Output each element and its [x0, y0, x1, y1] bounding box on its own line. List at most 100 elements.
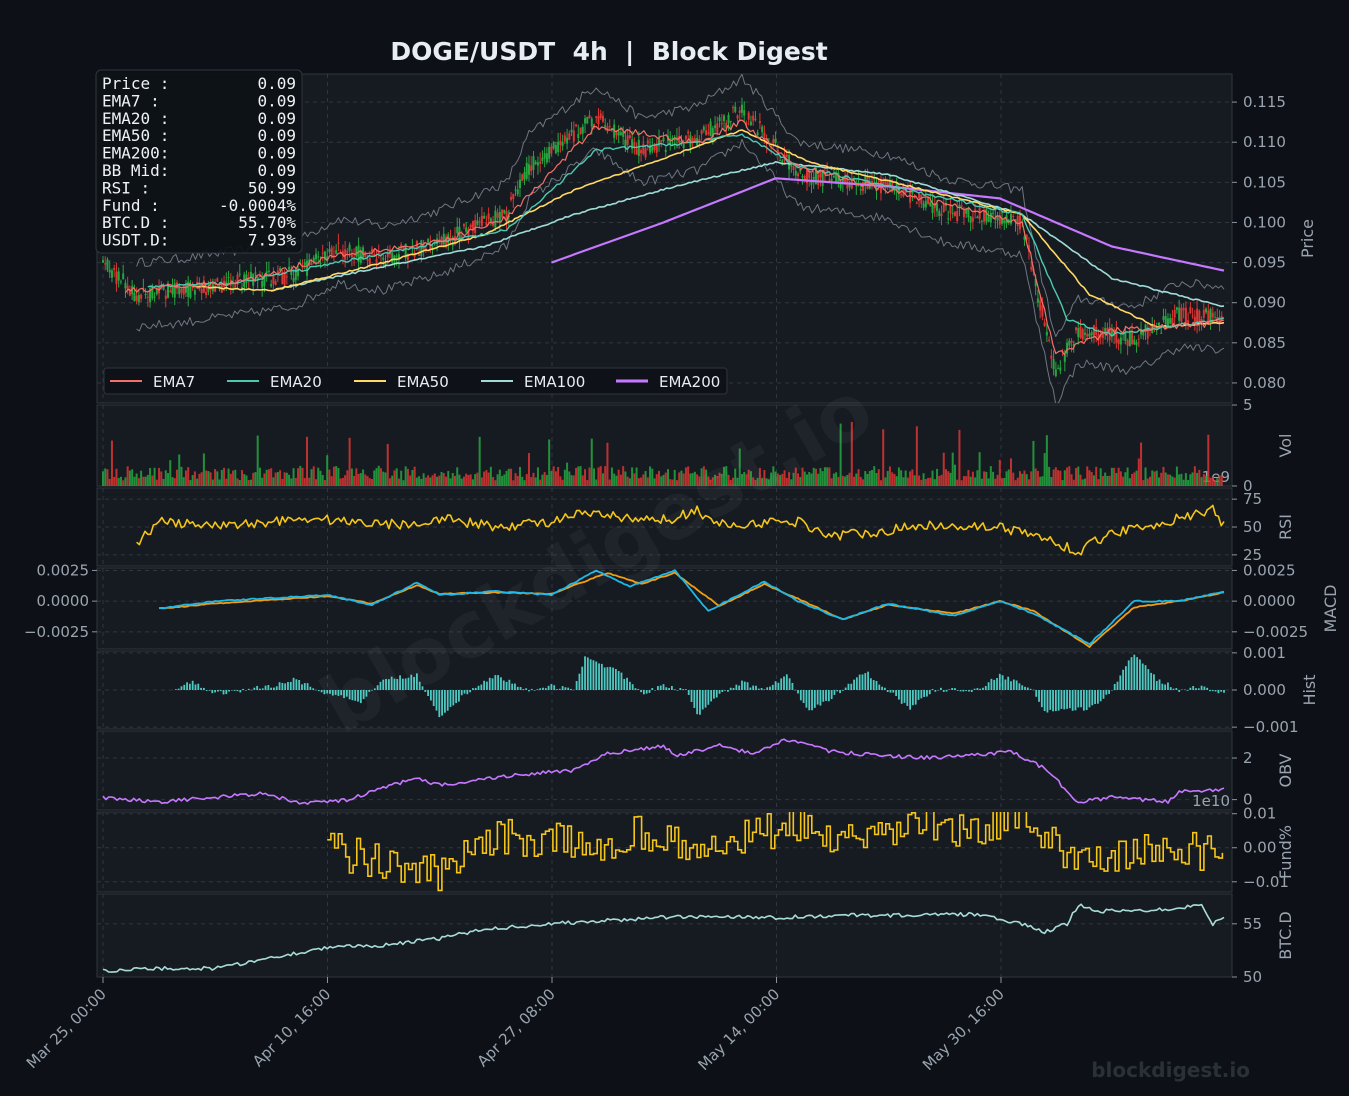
- candle-body: [205, 291, 208, 296]
- volume-bar: [666, 469, 669, 486]
- candle-body: [756, 132, 759, 136]
- hist-bar: [642, 690, 645, 695]
- candle-body: [503, 209, 506, 214]
- volume-bar: [1135, 470, 1138, 486]
- legend-label: EMA50: [397, 373, 449, 391]
- candle-body: [673, 137, 676, 141]
- volume-bar: [554, 471, 557, 486]
- hist-bar: [609, 666, 612, 690]
- volume-bar: [951, 452, 954, 486]
- hist-bar: [1094, 690, 1096, 704]
- hist-bar: [390, 676, 393, 690]
- hist-bar: [1167, 682, 1169, 690]
- candle-body: [1072, 344, 1075, 347]
- volume-bar: [254, 472, 257, 486]
- hist-bar: [275, 686, 278, 690]
- candle-body: [489, 218, 492, 223]
- volume-bar: [285, 472, 288, 486]
- candle-body: [1218, 317, 1221, 325]
- volume-bar: [328, 469, 331, 486]
- candle-body: [263, 276, 266, 287]
- volume-bar: [752, 477, 755, 486]
- candle-body: [227, 277, 230, 279]
- volume-bar: [962, 476, 965, 486]
- candle-body: [1193, 316, 1196, 322]
- hist-bar: [883, 687, 886, 690]
- volume-bar: [1214, 480, 1217, 486]
- ema7-line: [124, 119, 1225, 355]
- hist-bar: [1125, 666, 1127, 690]
- volume-bar: [243, 474, 246, 486]
- footer-brand: blockdigest.io: [1091, 1058, 1250, 1082]
- candle-body: [395, 255, 398, 257]
- volume-bar: [590, 438, 593, 486]
- candle-body: [510, 196, 513, 200]
- candle-body: [752, 115, 755, 121]
- volume-bar: [393, 470, 396, 486]
- volume-ylabel: Vol: [1276, 434, 1295, 458]
- volume-bar: [1066, 467, 1069, 486]
- volume-bar: [489, 466, 492, 486]
- volume-bar: [1079, 474, 1082, 486]
- candle-body: [597, 116, 600, 125]
- volume-bar: [619, 474, 622, 486]
- funding-series: [327, 812, 1224, 892]
- volume-bar: [189, 480, 192, 486]
- volume-bar: [1209, 477, 1212, 486]
- candle-body: [494, 210, 497, 228]
- volume-bar: [106, 469, 109, 486]
- volume-bar: [505, 470, 508, 486]
- volume-bar: [835, 472, 838, 486]
- candle-body: [655, 143, 658, 153]
- hist-bar: [1035, 690, 1038, 697]
- candle-body: [386, 252, 389, 258]
- hist-bar: [819, 690, 822, 706]
- volume-bar: [958, 429, 961, 486]
- volume-bar: [1095, 466, 1098, 486]
- hist-bar: [707, 690, 710, 705]
- candle-body: [559, 140, 562, 145]
- hist-bar: [1209, 690, 1211, 692]
- hist-bar: [1147, 669, 1150, 690]
- candle-body: [884, 178, 887, 189]
- volume-bar: [810, 473, 813, 486]
- hist-bar: [1085, 690, 1088, 711]
- volume-bar: [1169, 474, 1172, 486]
- volume-bar: [976, 470, 979, 486]
- candle-body: [794, 170, 797, 176]
- candle-body: [189, 284, 192, 298]
- btcd-series: [102, 903, 1225, 973]
- hist-bar: [413, 676, 415, 690]
- candle-body: [173, 283, 176, 298]
- candle-body: [637, 139, 640, 156]
- candle-body: [711, 128, 714, 138]
- volume-bar: [1108, 475, 1111, 486]
- volume-bar: [1068, 466, 1071, 486]
- candle-body: [1063, 353, 1066, 362]
- candle-body: [1007, 219, 1010, 222]
- candle-body: [844, 175, 847, 184]
- candle-body: [523, 172, 526, 180]
- candle-body: [951, 213, 954, 215]
- volume-bar: [823, 467, 826, 486]
- candle-body: [335, 250, 338, 254]
- hist-bar: [401, 678, 404, 690]
- hist-bar: [822, 690, 825, 702]
- volume-bar: [310, 469, 313, 486]
- volume-bar: [330, 476, 333, 486]
- candle-body: [848, 182, 851, 188]
- candle-body: [965, 208, 968, 214]
- volume-bar: [727, 474, 730, 486]
- hist-bar: [1130, 657, 1133, 690]
- candle-body: [505, 211, 508, 221]
- candle-body: [1010, 214, 1013, 224]
- panel-macd: 0.0025 0.0000 −0.0025 0.0025 0.0000 −0.0025 MA…: [24, 561, 1340, 650]
- candle-body: [568, 133, 571, 140]
- volume-bar: [900, 470, 903, 486]
- hist-bar: [542, 687, 544, 690]
- volume-bar: [707, 476, 710, 486]
- hist-bar: [317, 690, 320, 692]
- volume-bar: [384, 472, 387, 486]
- volume-bar: [902, 477, 905, 486]
- volume-bar: [844, 476, 847, 486]
